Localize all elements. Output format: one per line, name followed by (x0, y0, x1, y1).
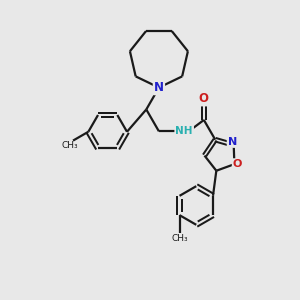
Text: N: N (228, 137, 237, 147)
Text: O: O (199, 92, 209, 105)
Text: NH: NH (176, 126, 193, 136)
Text: CH₃: CH₃ (62, 141, 78, 150)
Text: CH₃: CH₃ (171, 234, 188, 243)
Text: N: N (154, 81, 164, 94)
Text: O: O (233, 159, 242, 169)
